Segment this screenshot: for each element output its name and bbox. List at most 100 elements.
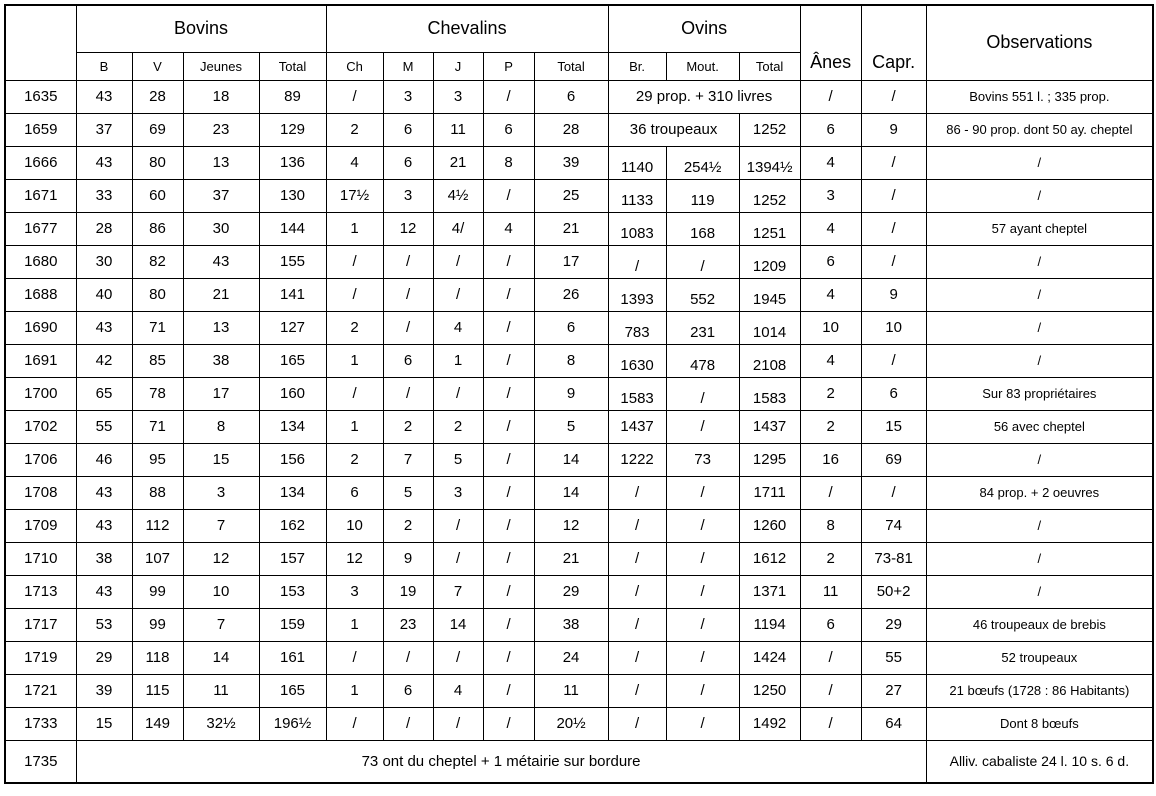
data-cell: 1014 (738, 310, 801, 345)
data-cell: 43 (75, 310, 133, 345)
table-row: 1635 43 28 18 89/3 3/6 29 prop. + 310 livres / /… (4, 79, 1154, 114)
data-cell: 1 (325, 343, 384, 378)
data-cell: 89 (258, 79, 327, 114)
data-cell: 1194 (738, 607, 801, 642)
data-cell: 26 (533, 277, 609, 312)
data-cell: / (665, 409, 740, 444)
data-cell: 29 prop. + 310 livres (607, 79, 801, 114)
data-cell: 5 (382, 475, 434, 510)
data-cell: 2 (799, 409, 862, 444)
data-cell: 33 (75, 178, 133, 213)
data-cell: 134 (258, 409, 327, 444)
data-cell: 29 (533, 574, 609, 609)
data-cell: 80 (131, 145, 184, 180)
data-cell: 4 (432, 673, 484, 708)
data-cell: 12 (182, 541, 260, 576)
data-cell: / (665, 508, 740, 543)
data-cell: 14 (432, 607, 484, 642)
data-cell: 46 (75, 442, 133, 477)
data-cell: 43 (75, 574, 133, 609)
table-row: 1733 15 149 32½ 196½ / / //20½ //1492/64 Dont 8 b… (4, 706, 1154, 741)
data-cell: 118 (131, 640, 184, 675)
data-cell: / (607, 673, 667, 708)
data-cell: 16 (799, 442, 862, 477)
data-cell: / (325, 640, 384, 675)
data-cell: 6 (382, 145, 434, 180)
data-cell: / (482, 79, 535, 114)
data-cell: 165 (258, 343, 327, 378)
table-row: 1659 37 69 23 129 2 6 11 6 28 36 troupeaux 1252 6 9 86… (4, 112, 1154, 147)
table-row: 1691 42 85 38 165 1 6 1/8 1630 478 2108 4// (4, 343, 1154, 378)
data-cell: 23 (182, 112, 260, 147)
data-cell: 165 (258, 673, 327, 708)
observation-cell: / (925, 541, 1154, 576)
column-header-b: B (75, 51, 133, 81)
data-cell: / (482, 607, 535, 642)
data-cell: 1140 (607, 145, 667, 180)
data-cell: 50+2 (860, 574, 927, 609)
data-cell: 6 (382, 343, 434, 378)
data-cell: 7 (182, 508, 260, 543)
data-cell: 71 (131, 409, 184, 444)
data-cell: 55 (860, 640, 927, 675)
column-header-m: M (382, 51, 434, 81)
data-cell: 23 (382, 607, 434, 642)
data-cell: / (860, 475, 927, 510)
data-cell: 14 (533, 475, 609, 510)
data-cell: / (665, 673, 740, 708)
year-cell: 1706 (4, 442, 77, 477)
column-header-mout: Mout. (665, 51, 740, 81)
data-cell: 32½ (182, 706, 260, 741)
data-cell: 4 (799, 211, 862, 246)
year-cell: 1690 (4, 310, 77, 345)
data-cell: 1250 (738, 673, 801, 708)
year-cell: 1709 (4, 508, 77, 543)
data-cell: / (382, 310, 434, 345)
data-cell: 1083 (607, 211, 667, 246)
data-cell: / (325, 244, 384, 279)
data-cell: 8 (182, 409, 260, 444)
data-cell: 14 (533, 442, 609, 477)
table-row: 1671 33 60 37 130 17½ 3 4½/25 1133 119 1252 3// (4, 178, 1154, 213)
data-cell: 17 (533, 244, 609, 279)
data-cell: / (482, 640, 535, 675)
data-cell: 5 (533, 409, 609, 444)
data-cell: 5 (432, 442, 484, 477)
table-row: 1719 29 118 14 161// //24//1424/55 52 troupeau… (4, 640, 1154, 675)
data-cell: 1 (325, 409, 384, 444)
data-cell: 4 (432, 310, 484, 345)
data-cell: 1222 (607, 442, 667, 477)
data-cell: 4 (482, 211, 535, 246)
data-cell: 2 (799, 376, 862, 411)
data-cell: 1371 (738, 574, 801, 609)
year-cell: 1708 (4, 475, 77, 510)
data-cell: 130 (258, 178, 327, 213)
table-row: 1666 43 80 13 136 4 6 21 8 39 1140 254½ 1394½ 4// (4, 145, 1154, 180)
observation-cell: / (925, 277, 1154, 312)
data-cell: 6 (799, 112, 862, 147)
data-cell: 38 (182, 343, 260, 378)
table-body: 1635 43 28 18 89/3 3/6 29 prop. + 310 livres / /… (4, 79, 1154, 741)
data-cell: / (665, 640, 740, 675)
table-row-1735: 1735 73 ont du cheptel + 1 métairie sur … (4, 739, 1154, 784)
data-cell: 69 (131, 112, 184, 147)
data-cell: 1492 (738, 706, 801, 741)
year-cell: 1680 (4, 244, 77, 279)
year-cell: 1719 (4, 640, 77, 675)
data-cell: / (432, 706, 484, 741)
data-cell: / (860, 145, 927, 180)
data-cell: 162 (258, 508, 327, 543)
year-cell: 1688 (4, 277, 77, 312)
observation-cell: / (925, 310, 1154, 345)
footer-span-cell: 73 ont du cheptel + 1 métairie sur bordu… (75, 739, 927, 784)
table-row: 1713 43 99 10 153 3 19 7/29//1371 11 50+2/ (4, 574, 1154, 609)
data-cell: 4 (325, 145, 384, 180)
data-cell: / (860, 178, 927, 213)
data-cell: 37 (75, 112, 133, 147)
column-header-v: V (131, 51, 184, 81)
data-cell: 2 (325, 310, 384, 345)
year-cell: 1717 (4, 607, 77, 642)
data-cell: 7 (182, 607, 260, 642)
data-cell: 73-81 (860, 541, 927, 576)
year-cell: 1635 (4, 79, 77, 114)
